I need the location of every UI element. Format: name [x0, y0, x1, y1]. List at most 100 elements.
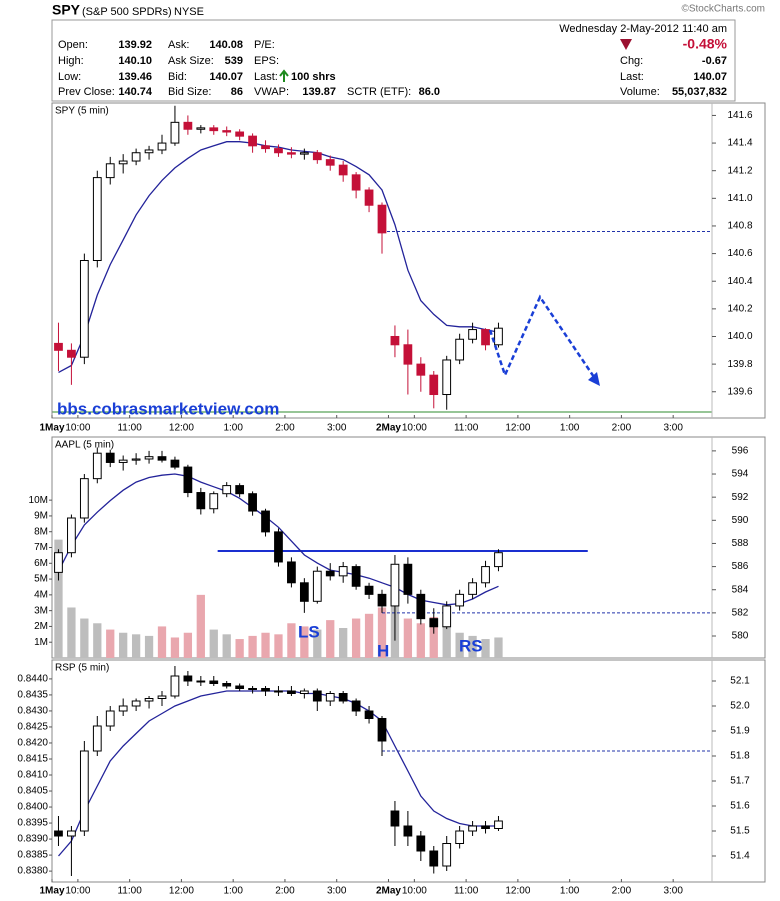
x-tick-label: 12:00	[169, 886, 194, 897]
security-name: (S&P 500 SPDRs)	[82, 6, 172, 18]
candle-body	[403, 563, 413, 595]
y2-tick-label: 0.8400	[17, 802, 48, 813]
candle-body	[67, 830, 76, 837]
candle-body	[222, 683, 232, 687]
volume-bar	[222, 634, 231, 658]
candle-body	[248, 135, 257, 147]
panel-title: SPY (5 min)	[55, 106, 109, 117]
candle-body	[54, 552, 63, 573]
candle-body	[364, 585, 374, 595]
candle-body	[312, 570, 322, 602]
candle-body	[144, 456, 154, 460]
volume-bar	[468, 635, 477, 658]
pattern-label: LS	[298, 622, 320, 641]
x-tick-label: 10:00	[65, 886, 90, 897]
candle-body	[287, 152, 296, 155]
exchange: NYSE	[174, 6, 204, 18]
volume-bar	[144, 635, 154, 658]
volume-bar	[157, 626, 167, 658]
volume-bar	[429, 616, 438, 658]
candle-body	[235, 131, 245, 137]
y-tick-label: 140.0	[727, 331, 752, 342]
x-tick-label: 10:00	[65, 423, 90, 434]
candle-body	[170, 675, 180, 697]
field-label: Bid:	[168, 71, 187, 83]
watermark: bbs.cobrasmarketview.com	[57, 399, 279, 418]
candle-body	[338, 566, 348, 577]
volume-bar	[119, 632, 128, 658]
candle-body	[274, 531, 283, 563]
candle-body	[455, 830, 465, 844]
candle-body	[468, 825, 477, 832]
candle-body	[442, 359, 452, 396]
candle-body	[261, 510, 270, 533]
x-tick-label: 2May	[376, 423, 401, 434]
candle-body	[183, 466, 193, 494]
x-tick-label: 12:00	[169, 423, 194, 434]
candle-body	[248, 493, 257, 512]
volume-bar	[364, 613, 374, 658]
field-value: 140.74	[118, 86, 153, 98]
x-tick-label: 3:00	[663, 886, 683, 897]
candle-body	[92, 452, 102, 480]
x-tick-label: 1:00	[560, 886, 580, 897]
candle-body	[481, 566, 490, 584]
candle-body	[403, 344, 413, 365]
field-value: 55,037,832	[672, 86, 727, 98]
y-tick-label: 52.0	[730, 701, 750, 712]
volume-bar	[67, 607, 76, 658]
x-tick-label: 12:00	[505, 886, 530, 897]
y2-tick-label: 0.8430	[17, 706, 48, 717]
candle-body	[67, 517, 76, 554]
y-tick-label: 141.4	[727, 138, 752, 149]
field-value: 86	[231, 86, 243, 98]
panel-frame	[51, 102, 766, 419]
y2-tick-label: 9M	[34, 511, 48, 522]
candle-body	[261, 145, 270, 150]
field-label: P/E:	[254, 39, 275, 51]
y2-tick-label: 0.8410	[17, 770, 48, 781]
field-value: 86.0	[419, 86, 440, 98]
field-label: Chg:	[620, 55, 643, 67]
field-label: Last:	[254, 71, 278, 83]
candle-body	[183, 121, 193, 130]
copyright: ©StockCharts.com	[681, 4, 765, 15]
x-tick-label: 10:00	[402, 423, 427, 434]
candle-body	[79, 750, 89, 832]
y-tick-label: 592	[732, 492, 749, 503]
x-tick-label: 2:00	[275, 423, 295, 434]
candle-body	[274, 148, 283, 154]
candle-body	[325, 159, 335, 166]
candle-body	[222, 485, 232, 495]
candle-body	[248, 688, 257, 690]
candle-body	[209, 127, 219, 132]
candle-body	[196, 492, 206, 510]
x-tick-label: 1May	[39, 423, 64, 434]
field-label: Last:	[620, 71, 644, 83]
candle-body	[312, 690, 322, 702]
y-tick-label: 141.6	[727, 110, 752, 121]
pattern-label: H	[377, 641, 389, 660]
candle-body	[170, 121, 180, 144]
y-tick-label: 582	[732, 608, 749, 619]
x-tick-label: 2May	[376, 886, 401, 897]
y-tick-label: 139.8	[727, 359, 752, 370]
y-tick-label: 141.2	[727, 165, 752, 176]
y-tick-label: 51.5	[730, 826, 750, 837]
volume-bar	[261, 632, 270, 658]
y-tick-label: 588	[732, 538, 749, 549]
volume-bar	[170, 637, 180, 658]
y-tick-label: 141.0	[727, 193, 752, 204]
x-tick-label: 3:00	[663, 423, 683, 434]
candle-body	[403, 825, 413, 837]
datetime: Wednesday 2-May-2012 11:40 am	[559, 23, 727, 35]
candle-body	[416, 835, 426, 852]
candle-body	[390, 335, 400, 346]
candle-body	[442, 605, 452, 628]
x-tick-label: 2:00	[612, 423, 632, 434]
candle-body	[481, 825, 490, 829]
candle-body	[455, 593, 465, 607]
candle-body	[287, 690, 296, 694]
